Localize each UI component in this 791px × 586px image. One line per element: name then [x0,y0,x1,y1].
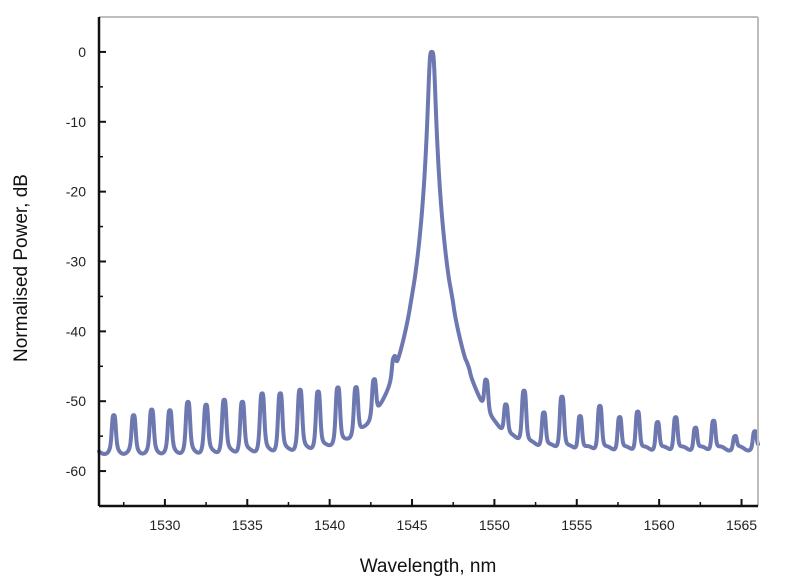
spectrum-line [97,49,760,457]
x-tick-label: 1565 [726,517,757,533]
x-tick-label: 1555 [561,517,592,533]
x-tick-label: 1545 [396,517,427,533]
y-tick-label: -30 [66,254,86,270]
y-axis-title: Normalised Power, dB [11,174,32,362]
y-tick-label: -20 [66,184,86,200]
y-tick-label: 0 [78,44,86,60]
y-tick-label: -40 [66,323,86,339]
y-tick-label: -50 [66,393,86,409]
x-axis-ticks: 1530 1535 1540 1545 1550 1555 1560 1565 [122,499,757,533]
x-tick-label: 1530 [149,517,180,533]
x-tick-label: 1540 [314,517,345,533]
y-tick-label: -10 [66,114,86,130]
x-tick-label: 1550 [479,517,510,533]
x-tick-label: 1560 [644,517,675,533]
x-tick-label: 1535 [232,517,263,533]
x-axis-title: Wavelength, nm [360,556,497,577]
y-tick-label: -60 [66,463,86,479]
